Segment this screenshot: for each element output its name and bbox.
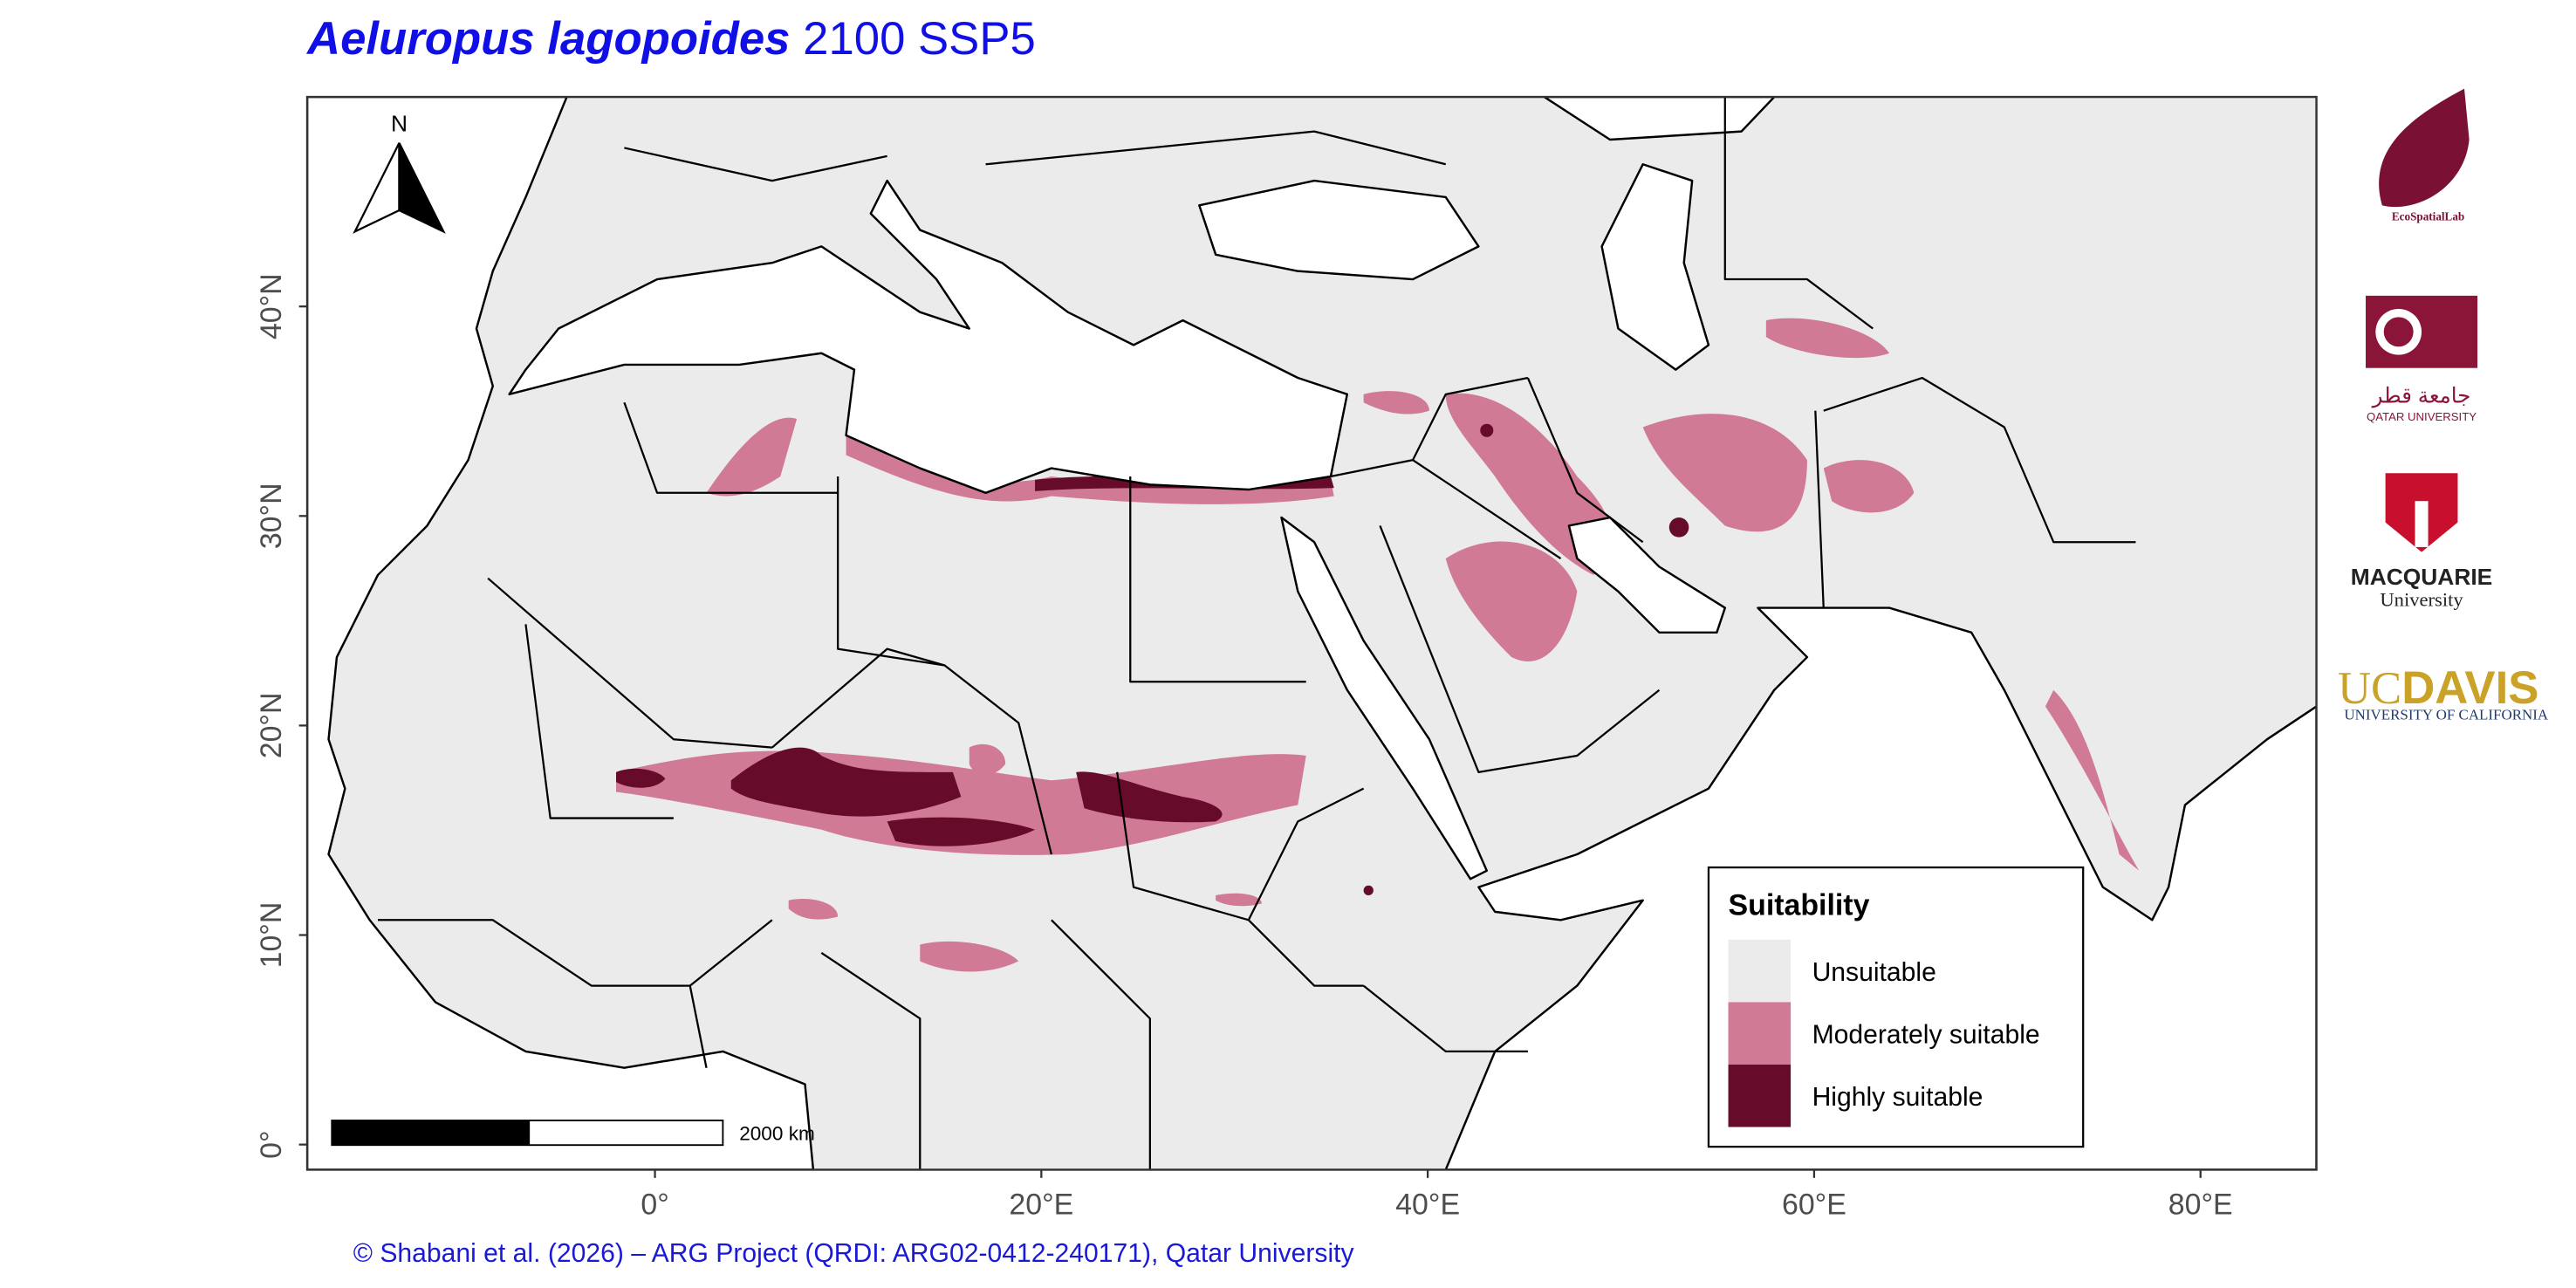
black-sea bbox=[1198, 179, 1480, 281]
mediterranean bbox=[508, 179, 1348, 495]
map-frame bbox=[305, 95, 2318, 1171]
logo-text: MACQUARIE bbox=[2351, 564, 2492, 590]
logo-text: UNIVERSITY OF CALIFORNIA bbox=[2344, 707, 2548, 723]
borders bbox=[378, 97, 2136, 1170]
patch bbox=[1363, 391, 1429, 414]
legend-swatch bbox=[1728, 939, 1792, 1003]
credit: © Shabani et al. (2026) – ARG Project (Q… bbox=[353, 1239, 1354, 1268]
legend-swatch bbox=[1728, 1002, 1792, 1065]
patch bbox=[1076, 771, 1223, 823]
caspian-sea bbox=[1600, 163, 1710, 371]
legend-label: Moderately suitable bbox=[1812, 1020, 2040, 1049]
x-tick-label: 0° bbox=[641, 1188, 668, 1221]
y-tick-label: 40°N bbox=[255, 273, 288, 339]
map bbox=[307, 97, 2317, 1170]
y-tick-label: 30°N bbox=[255, 483, 288, 549]
patch bbox=[1642, 414, 1807, 532]
patch bbox=[969, 743, 1006, 775]
patch bbox=[1480, 423, 1494, 437]
ecospatial-logo bbox=[2379, 88, 2470, 208]
logo-text: جامعة قطر bbox=[2372, 384, 2471, 408]
logo-text: University bbox=[2380, 589, 2463, 611]
north-sea bbox=[1543, 97, 1776, 141]
legend-label: Unsuitable bbox=[1812, 958, 1936, 987]
patch bbox=[887, 817, 1036, 846]
scale-bar: 2000 km bbox=[331, 1120, 815, 1147]
north-arrow: N bbox=[353, 111, 446, 234]
species: Aeluropus lagopoides bbox=[305, 13, 790, 65]
scale-label: 2000 km bbox=[739, 1123, 815, 1145]
patch bbox=[706, 417, 798, 497]
red-sea bbox=[1280, 516, 1489, 880]
scenario: 2100 SSP5 bbox=[803, 13, 1036, 65]
x-tick-label: 80°E bbox=[2168, 1188, 2233, 1221]
logo-text: EcoSpatialLab bbox=[2392, 209, 2464, 223]
legend-swatch bbox=[1728, 1064, 1792, 1127]
y-tick-label: 0° bbox=[255, 1130, 288, 1158]
patch bbox=[920, 941, 1019, 972]
persian-gulf bbox=[1567, 516, 1727, 634]
legend: Suitability Unsuitable Moderately suitabl… bbox=[1707, 866, 2085, 1148]
patch bbox=[1216, 893, 1262, 907]
patch bbox=[788, 899, 839, 920]
x-tick-label: 40°E bbox=[1395, 1188, 1460, 1221]
y-tick-label: 10°N bbox=[255, 902, 288, 969]
logo-text: UCDAVIS bbox=[2338, 662, 2538, 714]
patch bbox=[2045, 689, 2140, 871]
legend-title: Suitability bbox=[1729, 889, 1870, 922]
patch bbox=[1765, 318, 1890, 359]
patch bbox=[615, 768, 666, 788]
axis-ticks: 0° 20°E 40°E 60°E 80°E 0° 10°N 20°N 30°N 40°N bbox=[255, 273, 2233, 1221]
legend-label: Highly suitable bbox=[1812, 1083, 1983, 1112]
uc: UC bbox=[2338, 663, 2401, 714]
patch bbox=[1823, 460, 1915, 513]
north-label: N bbox=[391, 111, 408, 137]
davis: DAVIS bbox=[2401, 662, 2538, 714]
patch bbox=[1363, 885, 1374, 896]
patch bbox=[730, 747, 962, 817]
y-tick-label: 20°N bbox=[255, 693, 288, 759]
atlantic bbox=[307, 97, 815, 1170]
x-tick-label: 20°E bbox=[1009, 1188, 1073, 1221]
logo-text: QATAR UNIVERSITY bbox=[2367, 410, 2477, 423]
title: Aeluropus lagopoides 2100 SSP5 bbox=[305, 13, 1036, 65]
logos: EcoSpatialLab جامعة قطر QATAR UNIVERSITY… bbox=[2338, 88, 2549, 723]
patch bbox=[1668, 517, 1689, 538]
patch bbox=[1445, 541, 1578, 661]
x-tick-label: 60°E bbox=[1782, 1188, 1846, 1221]
